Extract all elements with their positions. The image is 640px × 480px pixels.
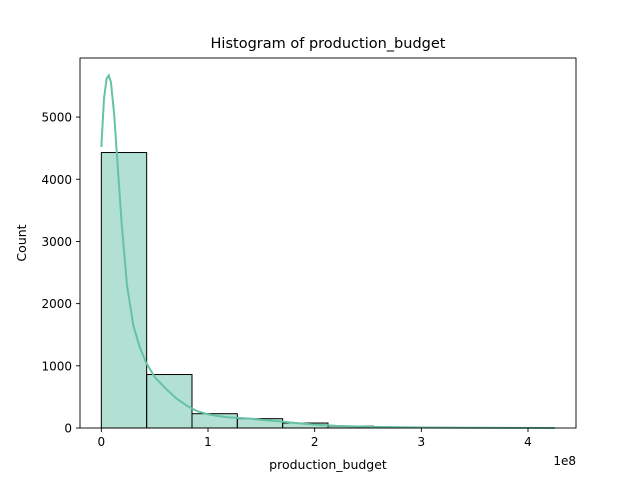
kde-line (100, 73, 555, 429)
y-tick-label: 0 (64, 422, 72, 436)
x-tick-label: 1 (204, 435, 212, 449)
chart-title: Histogram of production_budget (211, 36, 446, 52)
x-axis-label: production_budget (269, 457, 387, 472)
y-axis-label: Count (14, 224, 29, 261)
x-axis-ticks: 0 1 2 3 4 (98, 428, 532, 449)
histogram-bar-2 (146, 374, 193, 429)
x-tick-label: 3 (418, 435, 426, 449)
y-tick-label: 3000 (41, 235, 72, 249)
x-tick-label: 4 (524, 435, 532, 449)
x-tick-label: 2 (311, 435, 319, 449)
x-tick-label: 0 (98, 435, 106, 449)
y-tick-label: 1000 (41, 359, 72, 373)
plot-frame (79, 57, 577, 429)
y-tick-label: 4000 (41, 173, 72, 187)
y-tick-label: 5000 (41, 111, 72, 125)
x-axis-offset-label: 1e8 (553, 454, 576, 468)
y-tick-label: 2000 (41, 297, 72, 311)
y-axis-ticks: 0 1000 2000 3000 4000 5000 (41, 111, 80, 436)
histogram-bar-1 (100, 152, 148, 429)
